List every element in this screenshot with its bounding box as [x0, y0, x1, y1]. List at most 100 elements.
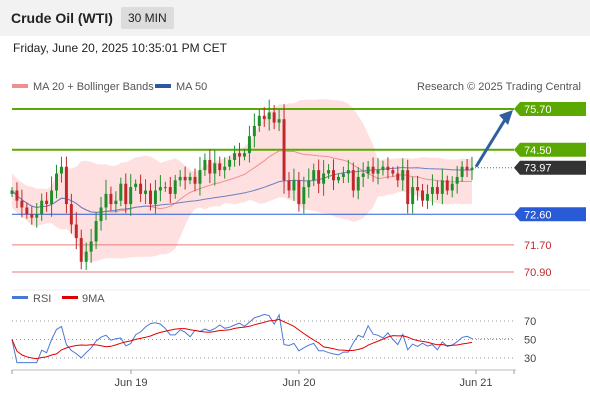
candle-body — [312, 170, 316, 181]
candle-body — [188, 176, 192, 181]
candle — [228, 155, 232, 171]
chart-header: Crude Oil (WTI) 30 MIN — [0, 0, 590, 36]
candle — [406, 159, 410, 214]
candle-body — [64, 166, 68, 205]
candle-body — [470, 167, 474, 171]
candle — [114, 191, 118, 213]
candle-body — [74, 224, 78, 239]
candle-body — [455, 176, 459, 184]
candle — [20, 189, 24, 218]
bollinger-legend-label: MA 20 + Bollinger Bands — [33, 81, 154, 93]
candle-body — [10, 190, 14, 194]
candle-body — [302, 187, 306, 205]
candle — [272, 105, 276, 130]
candle — [153, 179, 157, 214]
candle — [430, 174, 434, 206]
candle — [238, 142, 242, 166]
candle — [45, 192, 49, 212]
candle — [470, 156, 474, 180]
bollinger-band-fill — [12, 99, 472, 262]
research-credit: Research © 2025 Trading Central — [417, 81, 581, 93]
candle-body — [208, 159, 212, 174]
candle — [134, 179, 138, 191]
candle — [346, 159, 350, 183]
candle-body — [15, 190, 19, 201]
candle-body — [401, 170, 405, 181]
candle-body — [50, 190, 54, 205]
ma50-line — [11, 166, 472, 213]
candle-body — [89, 241, 93, 252]
candle-body — [124, 183, 128, 205]
candle-body — [366, 166, 370, 174]
candle-body — [79, 238, 83, 262]
candle-body — [396, 173, 400, 181]
candle — [312, 163, 316, 187]
candle — [401, 158, 405, 191]
candle — [322, 160, 326, 196]
candle — [257, 109, 261, 132]
candle-body — [198, 170, 202, 184]
candle-body — [55, 173, 58, 191]
candle — [445, 175, 449, 195]
candle-body — [391, 170, 395, 174]
candle-body — [45, 200, 49, 205]
level-tag-box — [514, 207, 586, 222]
candle — [366, 160, 370, 179]
bollinger-legend-swatch — [12, 84, 28, 88]
candle — [341, 166, 345, 184]
ma9-legend-swatch — [62, 296, 78, 299]
candle-body — [267, 112, 271, 120]
candle — [64, 156, 68, 214]
level-tag-box — [514, 102, 586, 116]
candle — [94, 212, 98, 250]
candle-body — [411, 187, 415, 205]
candle-body — [242, 153, 246, 157]
candle-body — [346, 170, 350, 174]
candle-body — [465, 166, 469, 171]
candle-body — [238, 153, 242, 157]
candle-body — [59, 166, 63, 174]
level-tag-71-70: 71.70 — [524, 240, 552, 252]
candle — [287, 172, 291, 198]
candle — [198, 156, 202, 196]
candle — [178, 170, 182, 187]
candle-body — [129, 187, 133, 205]
candle — [40, 193, 44, 221]
candle-body — [416, 187, 420, 191]
candle-body — [356, 176, 360, 191]
candle — [104, 179, 108, 221]
candle-body — [144, 190, 148, 194]
level-tag-75-70: 75.70 — [514, 102, 586, 116]
candle — [79, 229, 83, 270]
candle — [297, 171, 301, 212]
candle-body — [450, 183, 454, 191]
candle-body — [272, 112, 276, 123]
instrument-title: Crude Oil (WTI) — [11, 10, 113, 26]
candle-body — [292, 180, 296, 191]
candle — [35, 203, 39, 228]
candle-body — [173, 180, 177, 194]
rsi-ma9-line — [11, 318, 473, 360]
candle-body — [183, 176, 187, 181]
candle-body — [84, 251, 88, 262]
candle — [50, 176, 54, 217]
level-tag-box — [514, 160, 586, 175]
candle — [139, 174, 143, 203]
candle — [292, 168, 296, 202]
candle-body — [277, 119, 281, 123]
candle — [267, 99, 271, 131]
candle-body — [426, 193, 429, 201]
rsi-tick-label: 50 — [524, 335, 536, 347]
candle — [277, 109, 281, 132]
timeframe-button[interactable]: 30 MIN — [121, 7, 174, 29]
candle — [208, 149, 212, 184]
candle — [193, 168, 197, 192]
x-axis: Jun 19 Jun 20 Jun 21 — [11, 370, 515, 389]
candle-body — [460, 166, 464, 177]
candle — [242, 148, 246, 161]
candle-body — [69, 204, 73, 225]
candle — [124, 173, 128, 214]
candles — [10, 99, 474, 270]
candle-body — [445, 180, 449, 191]
candle-body — [341, 173, 345, 177]
